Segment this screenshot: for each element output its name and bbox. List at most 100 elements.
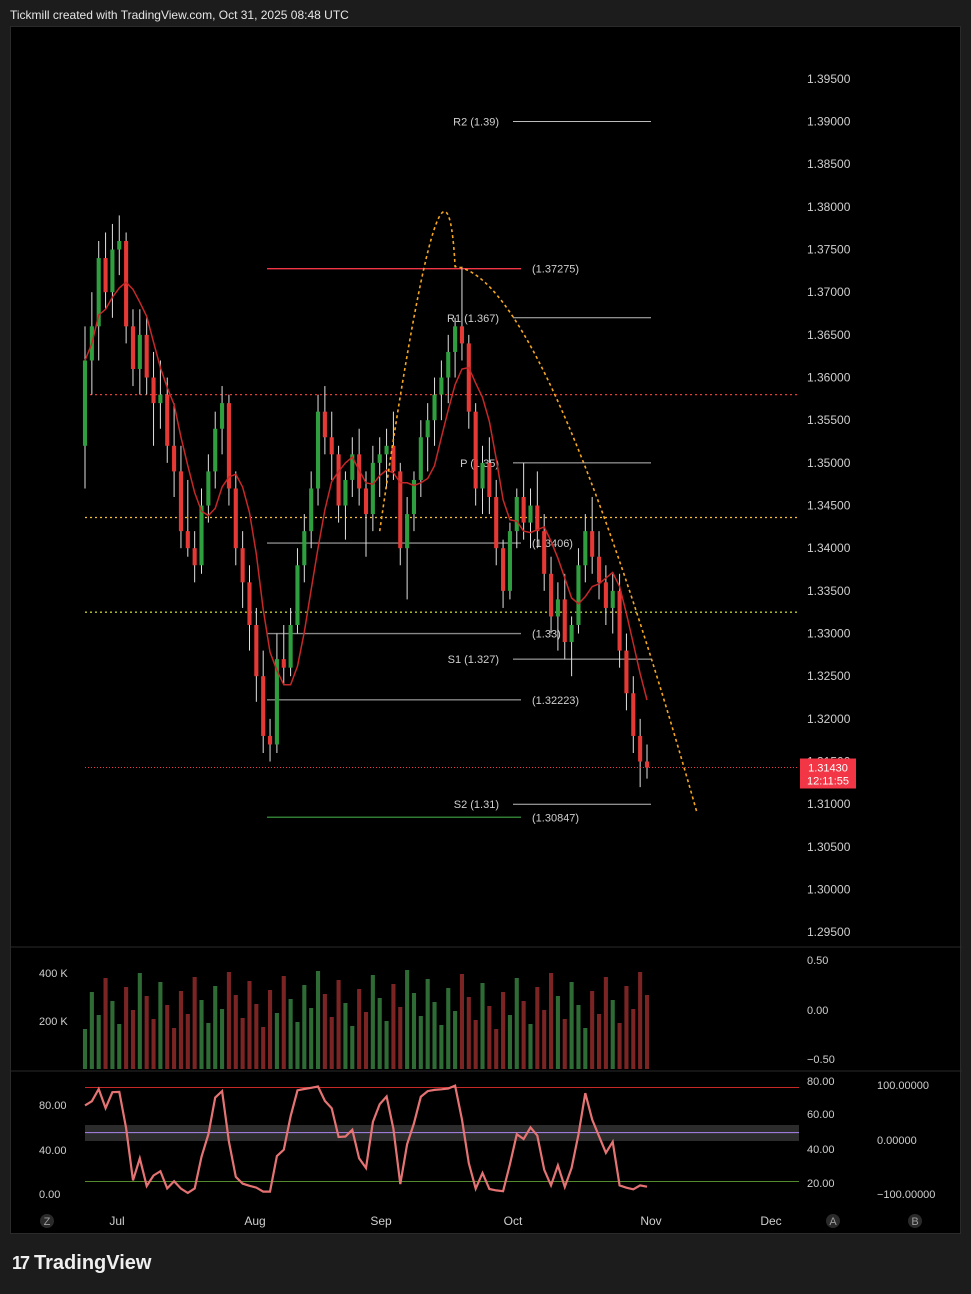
axis-marker-label: B <box>911 1216 918 1228</box>
candle-body <box>432 394 437 421</box>
stochastic-line <box>84 1084 648 1195</box>
volume-bar <box>418 1016 423 1069</box>
tradingview-logo: 17 TradingView <box>12 1252 151 1275</box>
volume-bar <box>309 1008 314 1069</box>
price-axis-tick: 1.36500 <box>807 328 851 342</box>
volume-bar <box>151 1019 156 1069</box>
candle-body <box>199 505 204 566</box>
current-price-value: 1.31430 <box>808 763 848 775</box>
price-axis-tick: 1.33500 <box>807 584 851 598</box>
candle-body <box>247 582 252 625</box>
pivot-level-label: S1 (1.327) <box>448 654 499 666</box>
candle-body <box>425 420 430 438</box>
chart-frame[interactable]: 1.39500 1.39000 1.38500 1.38000 1.37500 1.370… <box>10 26 962 1235</box>
candle-body <box>309 488 314 532</box>
candle-body <box>226 403 231 489</box>
axis-marker-label: Z <box>44 1216 51 1228</box>
volume-bar <box>453 1011 458 1069</box>
volume-bar <box>213 986 218 1069</box>
candle-body <box>583 531 588 566</box>
volume-bar <box>240 1018 245 1069</box>
volume-bar <box>158 982 163 1069</box>
volume-bar <box>507 1015 512 1069</box>
volume-bar <box>281 976 286 1069</box>
price-axis-tick: 1.37500 <box>807 243 851 257</box>
tradingview-brand-text: TradingView <box>34 1252 152 1274</box>
volume-bar <box>363 1012 369 1069</box>
candle-body <box>213 428 218 472</box>
volume-bar <box>110 1001 115 1069</box>
price-axis-tick: 1.35500 <box>807 413 851 427</box>
candle-body <box>644 761 650 768</box>
volume-bar <box>590 991 595 1069</box>
volume-bar <box>542 1010 547 1069</box>
volume-bar <box>439 1025 444 1069</box>
price-axis-tick: 1.33000 <box>807 627 851 641</box>
volume-bar <box>172 1028 177 1069</box>
moving-average-line <box>84 281 648 701</box>
time-axis-tick: Jul <box>109 1214 124 1228</box>
price-axis-tick: 1.38000 <box>807 200 851 214</box>
candle-body <box>535 505 540 532</box>
price-axis-tick: 1.35000 <box>807 456 851 470</box>
candle-body <box>384 445 389 455</box>
volume-bar <box>124 987 129 1069</box>
volume-bar <box>631 1009 636 1069</box>
volume-bar <box>494 1029 499 1069</box>
candle-body <box>590 531 595 557</box>
volume-bar <box>165 1005 170 1069</box>
time-axis-tick: Oct <box>504 1214 523 1228</box>
axis-marker-circle <box>908 1214 922 1228</box>
candle-body <box>261 676 266 736</box>
candle-body <box>507 531 512 591</box>
volume-bar <box>617 1023 622 1069</box>
candle-body <box>281 659 286 668</box>
candle-body <box>350 454 355 480</box>
volume-bar <box>576 1005 581 1069</box>
volume-bar <box>82 1029 88 1069</box>
candle-body <box>343 479 348 506</box>
candle-body <box>165 394 170 446</box>
pivot-level-label: R1 (1.367) <box>447 313 499 325</box>
candle-body <box>453 326 458 352</box>
volume-bar <box>610 1000 615 1069</box>
volume-bar <box>302 985 307 1069</box>
volume-bar <box>117 1024 122 1069</box>
candle-body <box>370 462 375 515</box>
pivot-level-label: S2 (1.31) <box>454 799 499 811</box>
chart-canvas[interactable]: 1.39500 1.39000 1.38500 1.38000 1.37500 1.370… <box>11 27 962 1235</box>
volume-bar <box>624 986 629 1069</box>
volume-bar <box>596 1014 602 1069</box>
volume-bar <box>178 991 184 1069</box>
volume-bar <box>274 1013 279 1069</box>
price-axis-tick: 1.39500 <box>807 72 851 86</box>
volume-bar <box>446 988 451 1069</box>
volume-bar <box>185 1014 190 1069</box>
candle-body <box>439 377 444 395</box>
candle-body <box>569 625 574 643</box>
candle-body <box>185 531 190 549</box>
volume-bar <box>357 989 362 1069</box>
candle-body <box>254 625 259 677</box>
price-axis-tick: 1.32000 <box>807 712 851 726</box>
price-axis-tick: 1.34500 <box>807 499 851 513</box>
volume-bar <box>370 975 375 1069</box>
volume-bar <box>96 1015 101 1069</box>
candle-body <box>103 258 108 293</box>
volume-bar <box>220 1009 225 1069</box>
candle-body <box>130 326 136 369</box>
volume-bar <box>137 973 142 1069</box>
oscillator-axis-far-right-tick: −100.00000 <box>877 1189 935 1201</box>
candle-body <box>398 471 403 549</box>
volume-bar <box>226 972 231 1069</box>
volume-bar <box>562 1019 567 1069</box>
candle-body <box>473 411 478 489</box>
candle-body <box>466 343 471 412</box>
volume-bar <box>336 980 341 1069</box>
price-axis-tick: 1.39000 <box>807 115 851 129</box>
volume-bar <box>528 1024 533 1069</box>
volume-bar <box>343 1003 348 1069</box>
price-axis-tick: 1.29500 <box>807 925 851 939</box>
candle-body <box>124 241 129 327</box>
oscillator-axis-right-tick: 60.00 <box>807 1109 835 1121</box>
